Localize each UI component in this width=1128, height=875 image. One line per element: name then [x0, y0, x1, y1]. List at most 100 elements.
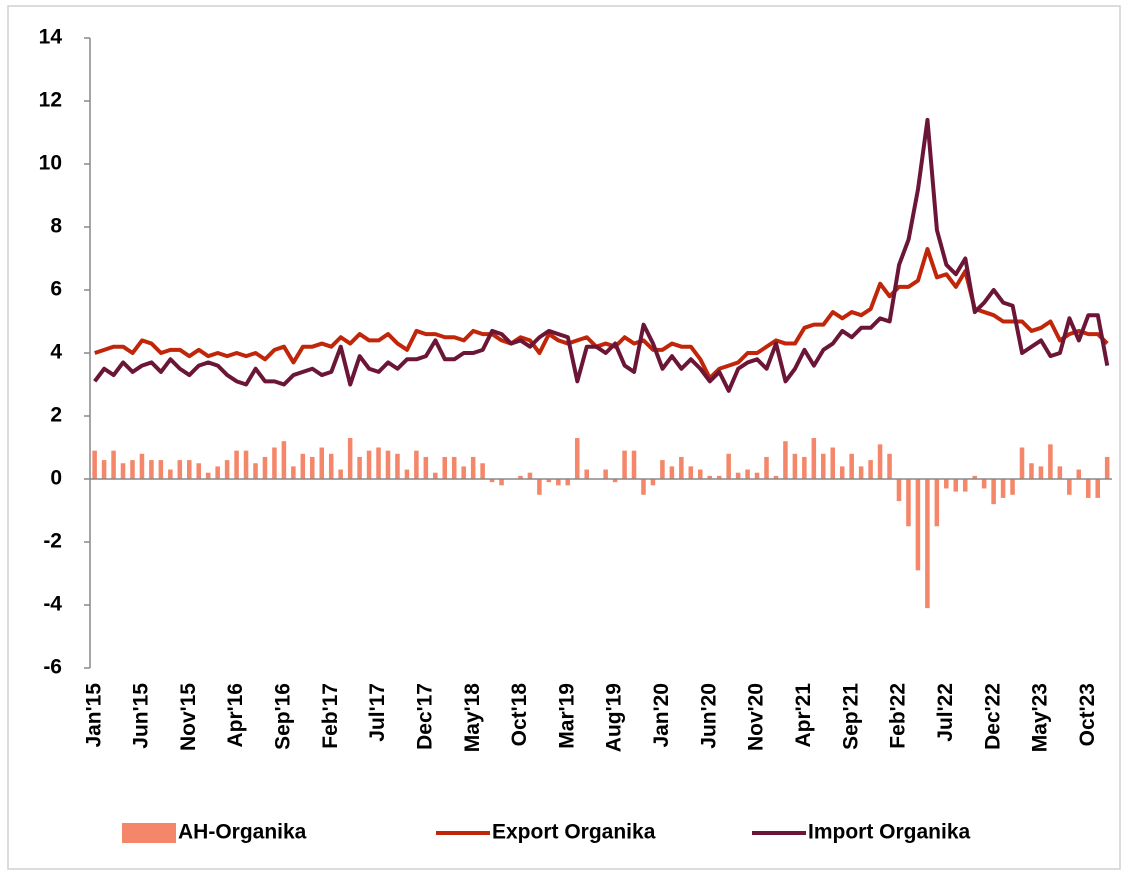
bar [272, 447, 277, 479]
bar [603, 469, 608, 479]
x-tick-label: Jun'20 [697, 683, 720, 749]
bar [92, 450, 97, 479]
bar [120, 463, 126, 479]
x-tick-label: Oct'23 [1076, 683, 1099, 746]
bar [802, 456, 807, 479]
x-tick-label: May'18 [461, 683, 484, 753]
bar [376, 447, 381, 479]
bar [518, 475, 523, 479]
bar [186, 460, 192, 479]
y-tick-label: 12 [39, 89, 62, 112]
bar [537, 479, 542, 495]
bar [849, 453, 854, 479]
y-tick-label: 0 [50, 467, 62, 490]
bar [1019, 447, 1025, 479]
y-tick-label: 14 [39, 26, 63, 49]
x-tick-label: Aug'19 [603, 683, 626, 752]
bar [574, 438, 580, 479]
bar [944, 479, 949, 489]
bar [830, 447, 836, 479]
bar [745, 469, 750, 479]
y-tick-label: -4 [43, 593, 62, 616]
x-tick-label: Nov'20 [745, 683, 768, 751]
x-tick-label: Sep'16 [272, 683, 295, 750]
bar [310, 456, 315, 479]
bar [584, 469, 589, 479]
bar [177, 460, 183, 479]
x-tick-label: Dec'22 [981, 683, 1004, 750]
bar [783, 441, 788, 479]
y-tick-label: 10 [39, 152, 62, 175]
bar [499, 479, 504, 486]
bar [1085, 479, 1091, 498]
bar [962, 479, 968, 492]
bar [480, 463, 485, 479]
y-tick-label: 4 [50, 341, 62, 364]
bar [1029, 463, 1034, 479]
bar [773, 475, 779, 479]
bar [906, 479, 911, 527]
bar [404, 469, 410, 479]
bar [877, 444, 883, 479]
bar [470, 456, 476, 479]
bar [139, 453, 145, 479]
bar [243, 450, 249, 479]
x-tick-label: May'23 [1029, 683, 1052, 752]
bar [423, 456, 429, 479]
bar [792, 453, 798, 479]
bar [489, 479, 495, 483]
bar [281, 441, 287, 479]
x-tick-label: Nov'15 [177, 683, 200, 751]
bar [887, 453, 892, 479]
bar [660, 460, 665, 479]
y-tick-label: 2 [50, 404, 62, 427]
bar [1067, 479, 1072, 495]
y-tick-label: 8 [50, 215, 62, 238]
x-tick-label: Apr'21 [792, 683, 815, 748]
bar [858, 466, 864, 479]
bar [328, 453, 334, 479]
bar [111, 450, 116, 479]
bar [811, 438, 817, 479]
bar [565, 479, 571, 486]
bar [546, 479, 552, 483]
bar [101, 460, 107, 479]
bar [622, 450, 627, 479]
legend-label: Export Organika [492, 821, 656, 844]
bar [196, 463, 202, 479]
bar [385, 450, 391, 479]
bar [726, 453, 731, 479]
bar [347, 438, 353, 479]
bar [650, 479, 656, 486]
x-tick-label: Jul'17 [366, 683, 389, 742]
bar [915, 479, 921, 571]
bar [451, 456, 457, 479]
bar [1104, 456, 1110, 479]
legend-label: Import Organika [808, 821, 971, 844]
bar [707, 475, 713, 479]
bar [821, 453, 826, 479]
bar [300, 453, 306, 479]
x-tick-label: Dec'17 [413, 683, 436, 750]
bar [991, 479, 996, 505]
bar [631, 450, 637, 479]
bar [697, 469, 703, 479]
x-tick-label: Oct'18 [508, 683, 531, 747]
bar [868, 460, 873, 479]
line-series [94, 247, 1109, 381]
bar [130, 460, 135, 479]
legend-label: AH-Organika [178, 821, 307, 844]
y-tick-label: -2 [43, 530, 62, 553]
bar [1095, 479, 1100, 498]
bar [981, 479, 987, 489]
y-tick-label: -6 [43, 656, 62, 679]
bar [612, 479, 618, 483]
x-tick-label: Jan'15 [82, 683, 105, 748]
x-tick-label: Apr'16 [224, 683, 247, 748]
chart-border [7, 5, 1121, 870]
x-tick-label: Jul'22 [934, 683, 957, 742]
bar [319, 447, 325, 479]
bar [357, 456, 362, 479]
bar [366, 450, 372, 479]
